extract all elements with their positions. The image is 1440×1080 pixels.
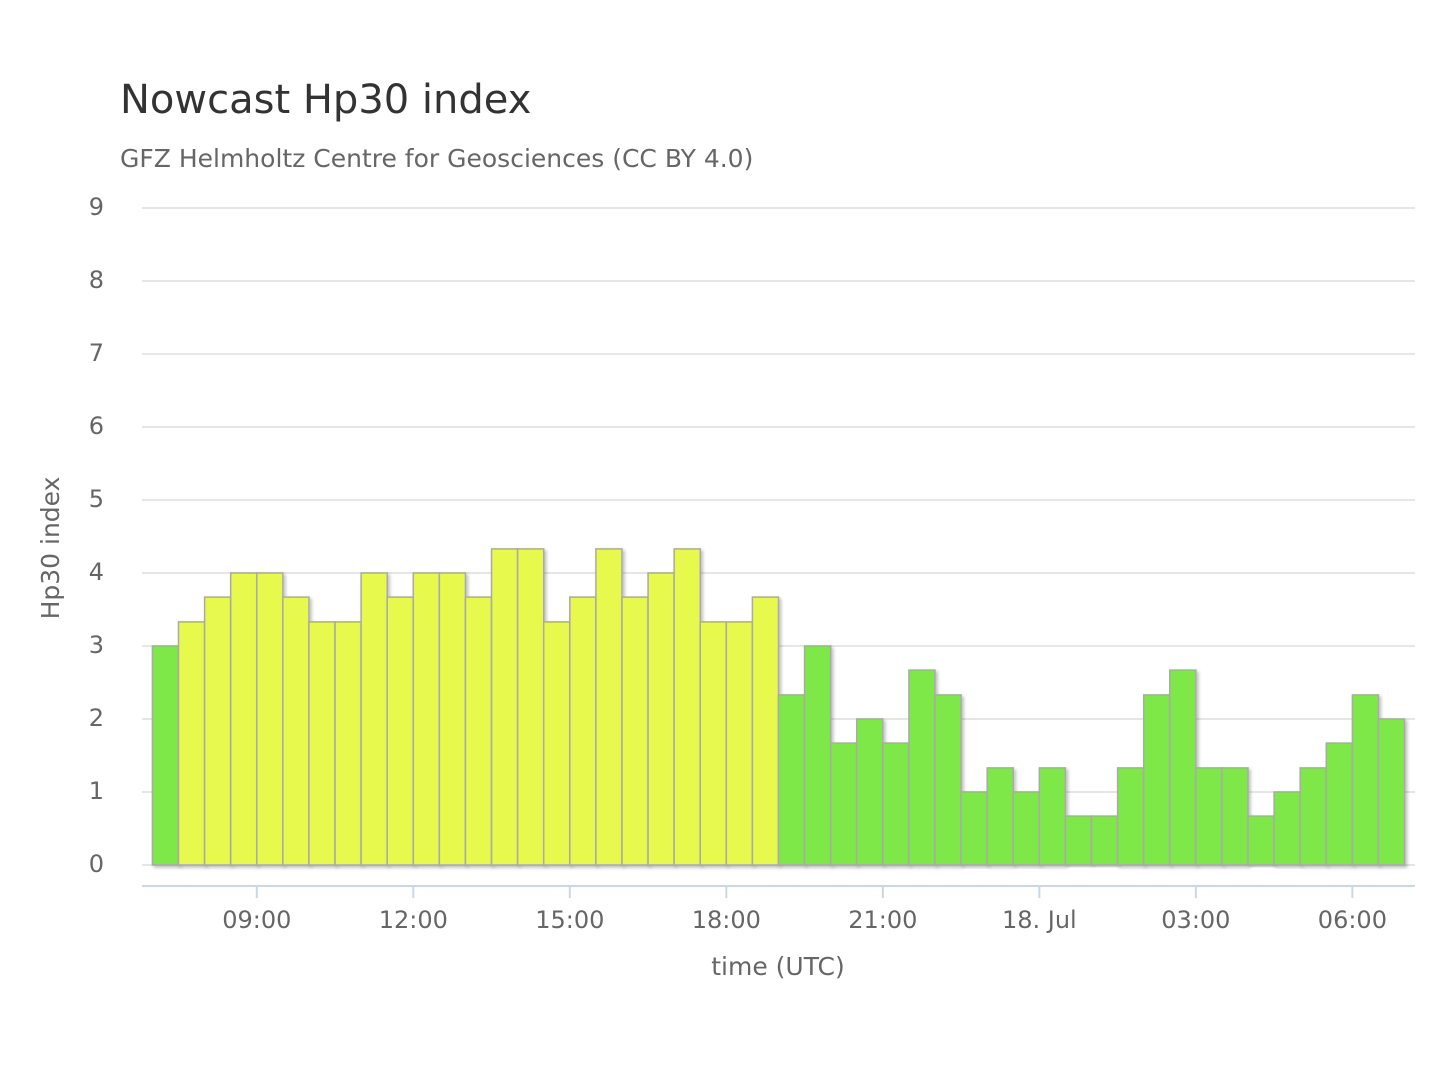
bar <box>960 791 988 866</box>
bar <box>1090 815 1119 866</box>
x-tick-label: 09:00 <box>222 906 291 934</box>
bar <box>256 572 284 866</box>
bar <box>177 621 206 866</box>
bar <box>1299 767 1328 866</box>
bar <box>1116 767 1145 866</box>
bar <box>725 621 754 866</box>
y-tick-label: 2 <box>89 704 104 732</box>
bar <box>542 621 571 866</box>
bar <box>229 572 258 866</box>
bar <box>882 742 910 866</box>
bar <box>1038 767 1067 866</box>
bar <box>334 621 362 866</box>
bar <box>464 596 493 866</box>
bar <box>1064 815 1093 866</box>
bar <box>908 669 936 866</box>
y-axis-title: Hp30 index <box>36 477 65 620</box>
bar <box>699 621 728 866</box>
bar <box>282 596 310 866</box>
bar <box>203 596 232 866</box>
y-tick-label: 1 <box>89 777 104 805</box>
bar <box>569 596 597 866</box>
y-tick-label: 7 <box>89 339 104 367</box>
bar <box>412 572 441 866</box>
bar <box>1351 694 1380 866</box>
chart-subtitle: GFZ Helmholtz Centre for Geosciences (CC… <box>120 144 753 173</box>
bar <box>751 596 780 866</box>
x-tick-label: 21:00 <box>848 906 917 934</box>
bar <box>1142 694 1171 866</box>
bar <box>986 767 1015 866</box>
x-tick-label: 06:00 <box>1318 906 1387 934</box>
bar <box>308 621 336 866</box>
bar <box>151 645 180 866</box>
bar <box>360 572 388 866</box>
x-tick-label: 12:00 <box>379 906 448 934</box>
y-tick-label: 4 <box>89 558 104 586</box>
bar <box>1273 791 1301 866</box>
bar <box>490 548 519 866</box>
y-tick-label: 8 <box>89 266 104 294</box>
x-tick-label: 18. Jul <box>1002 906 1077 934</box>
bar <box>647 572 675 866</box>
bar <box>1169 669 1197 866</box>
x-axis-title: time (UTC) <box>711 952 845 981</box>
x-tick-label: 03:00 <box>1161 906 1230 934</box>
y-tick-label: 6 <box>89 412 104 440</box>
bar <box>934 694 962 866</box>
bar <box>1012 791 1041 866</box>
bar <box>516 548 545 866</box>
bar <box>621 596 649 866</box>
bar <box>777 694 806 866</box>
chart-title: Nowcast Hp30 index <box>120 77 531 123</box>
bar <box>1325 742 1354 866</box>
bar <box>1195 767 1223 866</box>
x-tick-label: 18:00 <box>692 906 761 934</box>
bar <box>856 718 884 866</box>
bar <box>829 742 858 866</box>
bar <box>1377 718 1406 866</box>
y-tick-label: 5 <box>89 485 104 513</box>
y-tick-label: 0 <box>89 850 104 878</box>
bar <box>673 548 701 866</box>
bar <box>386 596 415 866</box>
bar <box>803 645 832 866</box>
bar <box>1247 815 1275 866</box>
y-tick-label: 3 <box>89 631 104 659</box>
y-tick-label: 9 <box>89 193 104 221</box>
bar <box>438 572 467 866</box>
bar <box>595 548 623 866</box>
bar <box>1221 767 1249 866</box>
x-tick-label: 15:00 <box>535 906 604 934</box>
